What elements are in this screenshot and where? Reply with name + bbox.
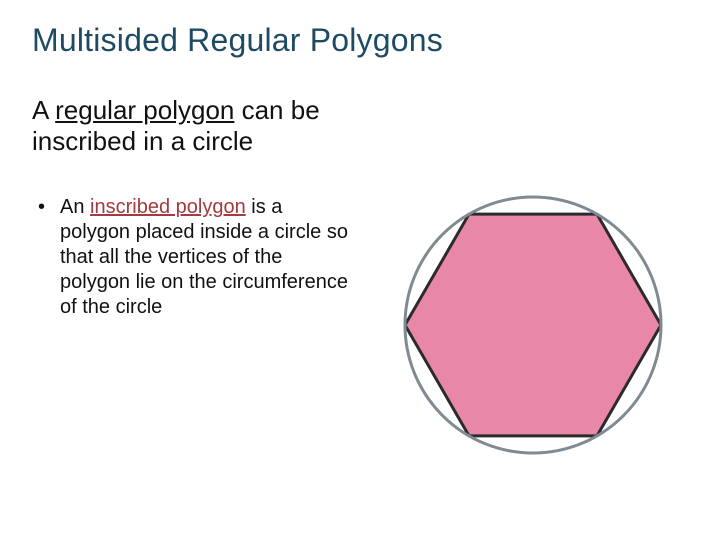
hexagon-in-circle-svg xyxy=(358,195,688,475)
bullet-prefix: An xyxy=(60,196,90,218)
slide: Multisided Regular Polygons A regular po… xyxy=(0,0,720,540)
bullet-list: An inscribed polygon is a polygon placed… xyxy=(32,195,350,320)
inscribed-hexagon-figure xyxy=(358,195,688,480)
list-item: An inscribed polygon is a polygon placed… xyxy=(32,195,350,320)
subtitle-prefix: A xyxy=(32,95,55,125)
page-title: Multisided Regular Polygons xyxy=(32,22,688,59)
subtitle: A regular polygon can be inscribed in a … xyxy=(32,95,372,157)
bullet-underlined: inscribed polygon xyxy=(90,196,246,218)
subtitle-underlined: regular polygon xyxy=(55,95,234,125)
body-row: An inscribed polygon is a polygon placed… xyxy=(32,195,688,480)
hexagon-shape xyxy=(405,215,661,437)
